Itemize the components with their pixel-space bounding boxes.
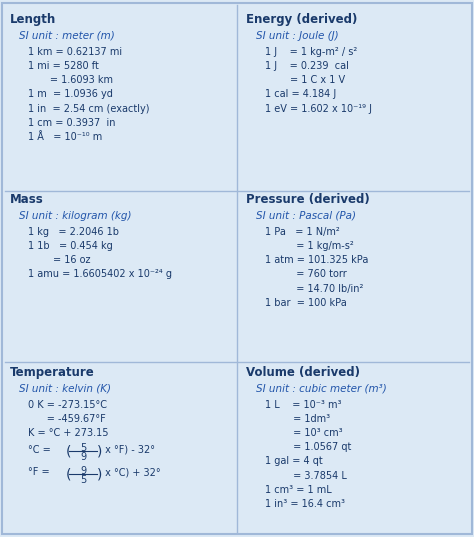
- Text: Temperature: Temperature: [9, 366, 94, 379]
- Text: ): ): [97, 467, 102, 482]
- Text: = 760 torr: = 760 torr: [265, 270, 347, 279]
- Text: Energy (derived): Energy (derived): [246, 13, 358, 26]
- FancyBboxPatch shape: [2, 3, 472, 534]
- Text: SI unit : Joule (J): SI unit : Joule (J): [256, 31, 338, 41]
- Text: x °F) - 32°: x °F) - 32°: [102, 445, 155, 455]
- Text: SI unit : kilogram (kg): SI unit : kilogram (kg): [19, 211, 131, 221]
- Text: ): ): [97, 445, 102, 459]
- Text: = 16 oz: = 16 oz: [28, 255, 91, 265]
- Text: = 1.0567 qt: = 1.0567 qt: [265, 442, 352, 452]
- Text: SI unit : cubic meter (m³): SI unit : cubic meter (m³): [256, 383, 387, 394]
- Text: = -459.67°F: = -459.67°F: [28, 413, 106, 424]
- Text: Volume (derived): Volume (derived): [246, 366, 361, 379]
- Text: 1 in³ = 16.4 cm³: 1 in³ = 16.4 cm³: [265, 499, 346, 509]
- Text: SI unit : kelvin (K): SI unit : kelvin (K): [19, 383, 111, 394]
- Text: 1 km = 0.62137 mi: 1 km = 0.62137 mi: [28, 47, 123, 57]
- Text: (: (: [65, 467, 71, 482]
- Text: Length: Length: [9, 13, 56, 26]
- Text: 1 1b   = 0.454 kg: 1 1b = 0.454 kg: [28, 241, 113, 251]
- Text: 1 amu = 1.6605402 x 10⁻²⁴ g: 1 amu = 1.6605402 x 10⁻²⁴ g: [28, 270, 173, 279]
- Text: 1 cm³ = 1 mL: 1 cm³ = 1 mL: [265, 485, 332, 495]
- Text: 1 cm = 0.3937  in: 1 cm = 0.3937 in: [28, 118, 116, 128]
- Text: 1 eV = 1.602 x 10⁻¹⁹ J: 1 eV = 1.602 x 10⁻¹⁹ J: [265, 104, 373, 114]
- Text: 1 Pa   = 1 N/m²: 1 Pa = 1 N/m²: [265, 227, 340, 237]
- Text: 1 bar  = 100 kPa: 1 bar = 100 kPa: [265, 297, 347, 308]
- Text: 1 in  = 2.54 cm (exactly): 1 in = 2.54 cm (exactly): [28, 104, 150, 114]
- Text: 1 cal = 4.184 J: 1 cal = 4.184 J: [265, 89, 337, 99]
- Text: 5: 5: [80, 475, 86, 485]
- Text: °C =: °C =: [28, 445, 55, 455]
- Text: 1 Å   = 10⁻¹⁰ m: 1 Å = 10⁻¹⁰ m: [28, 132, 103, 142]
- Text: K = °C + 273.15: K = °C + 273.15: [28, 428, 109, 438]
- Text: = 1 C x 1 V: = 1 C x 1 V: [265, 75, 346, 85]
- Text: = 14.70 lb/in²: = 14.70 lb/in²: [265, 284, 364, 294]
- Text: °F =: °F =: [28, 467, 53, 477]
- Text: 1 J    = 0.239  cal: 1 J = 0.239 cal: [265, 61, 349, 71]
- Text: 1 m  = 1.0936 yd: 1 m = 1.0936 yd: [28, 89, 113, 99]
- Text: 1 L    = 10⁻³ m³: 1 L = 10⁻³ m³: [265, 400, 342, 410]
- Text: = 1 kg/m-s²: = 1 kg/m-s²: [265, 241, 354, 251]
- Text: 1 mi = 5280 ft: 1 mi = 5280 ft: [28, 61, 100, 71]
- Text: 5: 5: [80, 444, 86, 453]
- Text: = 1.6093 km: = 1.6093 km: [28, 75, 113, 85]
- Text: 1 J    = 1 kg-m² / s²: 1 J = 1 kg-m² / s²: [265, 47, 358, 57]
- Text: SI unit : meter (m): SI unit : meter (m): [19, 31, 115, 41]
- Text: Pressure (derived): Pressure (derived): [246, 193, 370, 206]
- Text: 1 atm = 101.325 kPa: 1 atm = 101.325 kPa: [265, 255, 369, 265]
- Text: 9: 9: [80, 452, 86, 462]
- Text: 1 kg   = 2.2046 1b: 1 kg = 2.2046 1b: [28, 227, 119, 237]
- Text: 9: 9: [80, 466, 86, 476]
- Text: Mass: Mass: [9, 193, 43, 206]
- Text: SI unit : Pascal (Pa): SI unit : Pascal (Pa): [256, 211, 356, 221]
- Text: 1 gal = 4 qt: 1 gal = 4 qt: [265, 456, 323, 467]
- Text: = 1dm³: = 1dm³: [265, 413, 330, 424]
- Text: (: (: [65, 445, 71, 459]
- Text: 0 K = -273.15°C: 0 K = -273.15°C: [28, 400, 108, 410]
- Text: = 3.7854 L: = 3.7854 L: [265, 470, 347, 481]
- Text: x °C) + 32°: x °C) + 32°: [102, 467, 161, 477]
- Text: = 10³ cm³: = 10³ cm³: [265, 428, 343, 438]
